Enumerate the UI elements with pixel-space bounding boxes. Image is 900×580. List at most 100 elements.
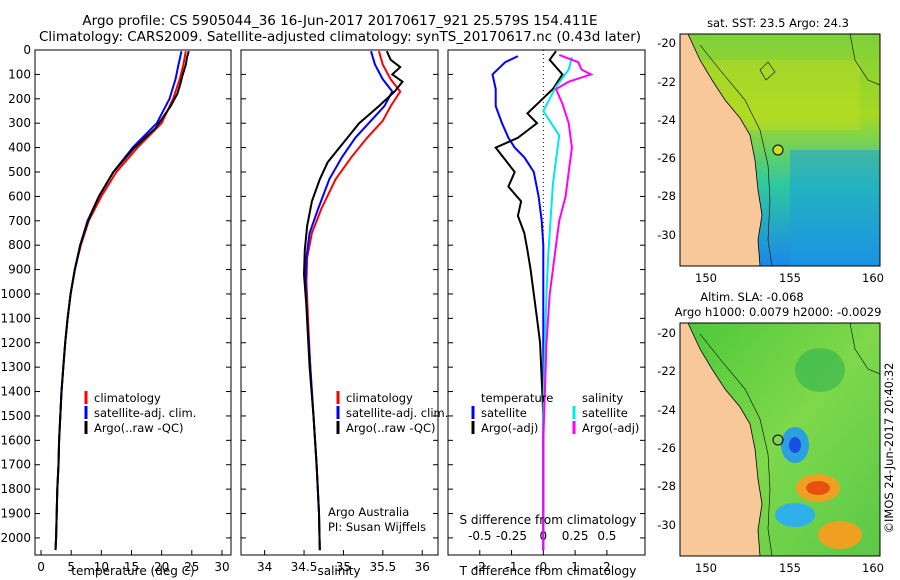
depth-tick-label: 1900	[0, 507, 31, 521]
sst-map-ticks: 150 155 160 -20 -22 -24 -26 -28 -30	[657, 36, 884, 285]
sst-ytick: -30	[657, 228, 676, 242]
sla-map-frame	[679, 322, 881, 557]
sst-contour	[699, 44, 773, 266]
x-tick-label: 35.5	[369, 560, 396, 574]
x-tick-label: 15	[124, 560, 139, 574]
depth-tick-label: 2000	[0, 531, 31, 545]
legend-label-satellite: satellite-adj. clim.	[94, 406, 196, 420]
salinity-axis-group: 34 34.5 35 35.5 36	[241, 49, 438, 574]
temperature-panel-frame	[34, 49, 232, 556]
legend-label-climatology: climatology	[346, 391, 413, 405]
sst-map	[680, 34, 880, 266]
difference-top-label: S difference from climatology	[460, 513, 637, 527]
series-line-temperature-argo-adj-	[494, 50, 564, 551]
sla-mid-eddy	[795, 348, 845, 392]
difference-axis-group: -2 -1 0 1 2-0.5 -0.25 0 0.25 0.5	[448, 49, 645, 574]
top-tick-label: 0.5	[597, 529, 616, 543]
x-tick-label: 20	[154, 560, 169, 574]
imos-credit: ©IMOS 24-Jun-2017 20:40:32	[882, 363, 896, 534]
depth-tick-label: 1400	[0, 385, 31, 399]
depth-tick-label: 1100	[0, 311, 31, 325]
salinity-panel-frame	[240, 49, 439, 556]
depth-tick-label: 1600	[0, 433, 31, 447]
x-tick-label: -2	[474, 560, 486, 574]
series-line-salinity-argo-adj-	[542, 53, 594, 551]
australia-land	[680, 323, 763, 556]
australia-land	[680, 34, 763, 266]
legend-label-sal-satellite: satellite	[582, 406, 628, 420]
temperature-series	[54, 50, 190, 551]
series-line-satellite-adj-clim-	[54, 50, 183, 551]
x-tick-label: -1	[506, 560, 518, 574]
sst-island	[759, 61, 776, 81]
sla-high-core	[806, 481, 830, 495]
sst-reef-contour	[849, 34, 880, 86]
legend-label-satellite: satellite-adj. clim.	[346, 406, 448, 420]
top-tick-label: -0.25	[496, 529, 527, 543]
depth-tick-label: 1500	[0, 409, 31, 423]
sla-low-core	[789, 437, 801, 453]
salinity-xlabel: salinity	[317, 564, 360, 578]
difference-legend-salinity: salinity satellite Argo(-adj)	[572, 391, 639, 435]
salinity-legend: climatology satellite-adj. clim. Argo(..…	[336, 391, 448, 435]
series-line-argo-raw-qc-	[302, 50, 404, 551]
sla-ytick: -22	[657, 364, 676, 378]
sla-low-eddy-south	[775, 503, 815, 527]
depth-tick-label: 600	[8, 189, 31, 203]
depth-tick-label: 1000	[0, 287, 31, 301]
sst-ytick: -24	[657, 113, 676, 127]
figure-title-line1: Argo profile: CS 5905044_36 16-Jun-2017 …	[82, 13, 597, 29]
sla-map	[680, 323, 880, 556]
sst-ytick: -28	[657, 189, 676, 203]
depth-tick-label: 200	[8, 92, 31, 106]
legend-label-temp-argo: Argo(-adj)	[481, 421, 538, 435]
sla-xtick: 155	[779, 561, 801, 575]
x-tick-label: 0	[540, 560, 548, 574]
salinity-series	[302, 50, 404, 551]
depth-tick-label: 500	[8, 165, 31, 179]
depth-tick-label: 300	[8, 116, 31, 130]
x-tick-label: 5	[67, 560, 75, 574]
sla-argo-location	[772, 434, 784, 446]
difference-xlabel: T difference from climatology	[459, 564, 637, 578]
sla-ytick: -30	[657, 518, 676, 532]
series-line-argo-raw-qc-	[54, 50, 190, 551]
sla-reef-contour	[849, 323, 880, 375]
depth-tick-label: 400	[8, 141, 31, 155]
top-tick-label: -0.5	[468, 529, 491, 543]
figure-title-line2: Climatology: CARS2009. Satellite-adjuste…	[39, 29, 641, 45]
sla-map-title2: Argo h1000: 0.0079 h2000: -0.0029	[675, 305, 882, 319]
x-tick-label: 25	[184, 560, 199, 574]
depth-tick-label: 900	[8, 263, 31, 277]
sla-high-eddy-south	[818, 521, 862, 549]
legend-label-argo: Argo(..raw -QC)	[346, 421, 436, 435]
legend-label-sal-argo: Argo(-adj)	[582, 421, 639, 435]
sla-map-ticks: 150 155 160 -20 -22 -24 -26 -28 -30	[657, 326, 884, 575]
x-tick-label: 0	[37, 560, 45, 574]
series-line-temperature-satellite	[491, 55, 545, 551]
sst-map-title: sat. SST: 23.5 Argo: 24.3	[707, 16, 849, 30]
sla-xtick: 150	[695, 561, 717, 575]
depth-tick-label: 1200	[0, 336, 31, 350]
sst-xtick: 160	[862, 271, 884, 285]
sst-xtick: 150	[695, 271, 717, 285]
x-tick-label: 1	[571, 560, 579, 574]
depth-tick-label: 1700	[0, 458, 31, 472]
series-line-salinity-satellite	[542, 57, 573, 551]
sst-xtick: 155	[779, 271, 801, 285]
depth-tick-label: 1300	[0, 360, 31, 374]
x-tick-label: 10	[94, 560, 109, 574]
sst-ytick: -20	[657, 36, 676, 50]
legend-title-salinity: salinity	[582, 391, 623, 405]
series-line-satellite-adj-clim-	[304, 50, 394, 551]
legend-label-temp-satellite: satellite	[481, 406, 527, 420]
argo-australia-label: Argo Australia	[328, 505, 409, 519]
temperature-legend: climatology satellite-adj. clim. Argo(..…	[84, 391, 196, 435]
depth-tick-label: 700	[8, 214, 31, 228]
legend-title-temperature: temperature	[481, 391, 553, 405]
x-tick-label: 30	[214, 560, 229, 574]
difference-series	[491, 50, 594, 551]
sst-map-frame	[679, 33, 881, 267]
sla-contour	[699, 333, 773, 556]
